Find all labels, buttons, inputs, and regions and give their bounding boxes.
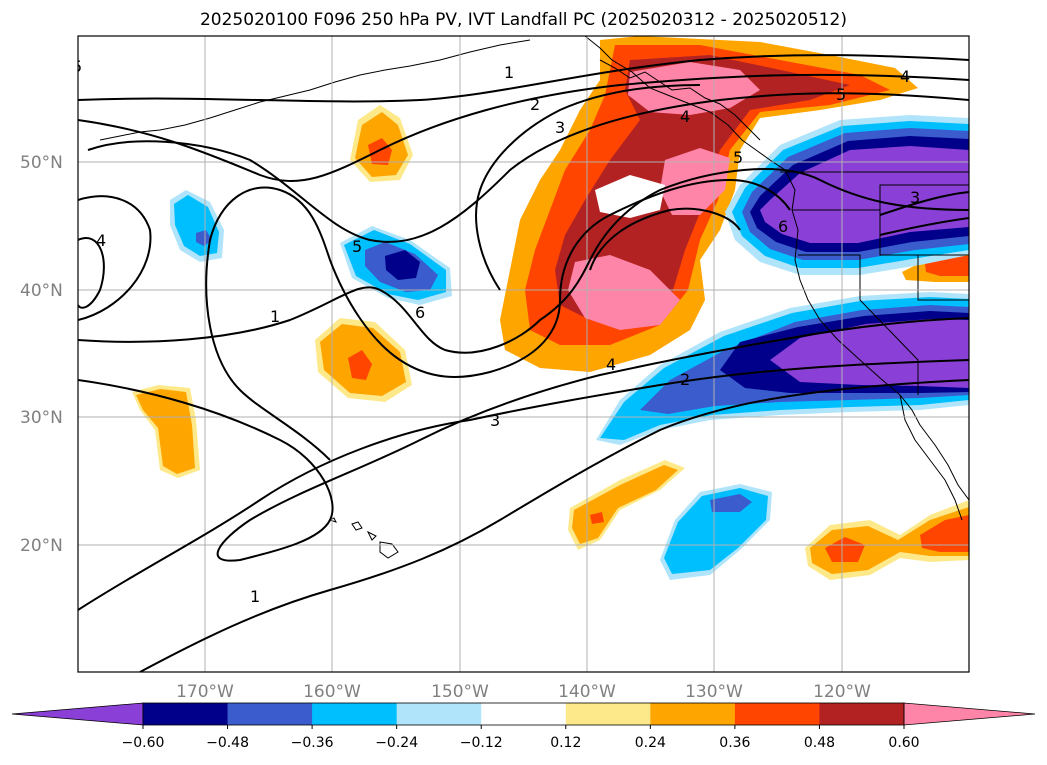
- coastlines: [99, 36, 969, 559]
- contour-label: 2: [680, 370, 690, 389]
- colorbar-ticks: −0.60 −0.48 −0.36 −0.24 −0.12 0.12 0.24 0.36 0.4…: [122, 725, 920, 751]
- contour-label: 1: [504, 63, 514, 82]
- hawaii-islands: [328, 517, 399, 559]
- negative-anomaly-blob-c-royal: [710, 494, 752, 512]
- contour-label: 4: [680, 107, 690, 126]
- colorbar-tick-label: 0.48: [804, 735, 835, 751]
- lon-label: 130°W: [685, 682, 743, 702]
- colorbar-segment: [312, 703, 398, 725]
- alaska-panhandle: [599, 59, 761, 141]
- contour-label: 2: [530, 95, 540, 114]
- contour-label: 1: [270, 307, 280, 326]
- lat-label: 20°N: [20, 536, 63, 556]
- lat-label: 50°N: [20, 153, 63, 173]
- contour-label: 1: [250, 587, 260, 606]
- contour-label: 6: [415, 303, 425, 322]
- positive-anomaly-blob-e-r1: [825, 537, 865, 562]
- colorbar-segment: [734, 703, 820, 725]
- negative-anomaly-north-purple: [760, 146, 969, 243]
- positive-anomaly-pink-1: [628, 62, 760, 115]
- contour-label: 4: [96, 231, 106, 250]
- contour-label: 5: [352, 237, 362, 256]
- positive-anomaly-blob-a-r: [368, 138, 392, 165]
- lon-label: 120°W: [813, 682, 871, 702]
- colorbar-extend-min: [11, 702, 144, 726]
- contour-label: 5: [836, 85, 846, 104]
- contour-label: 3: [910, 188, 920, 207]
- lon-label: 150°W: [431, 682, 489, 702]
- colorbar-tick-label: −0.60: [122, 735, 165, 751]
- colorbar-tick-label: −0.24: [375, 735, 418, 751]
- anomaly-hole: [595, 175, 665, 218]
- north-america-coast: [584, 36, 969, 501]
- colorbar-frame: [142, 702, 905, 726]
- positive-anomaly-blob-c-o: [136, 389, 195, 474]
- positive-anomaly-blob-d-r: [590, 512, 604, 524]
- map-layers: 1 2 3 4 5 5 4 1 5 6 4 2 3 1 3 6 5 4: [72, 36, 969, 672]
- negative-anomaly-blob-b-royal: [196, 230, 212, 246]
- colorbar-tick-label: −0.36: [291, 735, 334, 751]
- colorbar-tick-label: 0.24: [635, 735, 666, 751]
- colorbar-segment: [227, 703, 313, 725]
- baja-peninsula: [899, 394, 963, 521]
- positive-anomaly-blob-e-r2: [920, 515, 969, 552]
- negative-anomaly-blob-a-navy: [385, 250, 420, 280]
- aleutian-islands: [99, 39, 531, 141]
- map-title: 2025020100 F096 250 hPa PV, IVT Landfall…: [199, 10, 847, 30]
- colorbar-segment: [650, 703, 736, 725]
- positive-anomaly-pink-2: [660, 148, 730, 215]
- lat-label: 30°N: [20, 408, 63, 428]
- contour-label: 6: [778, 217, 788, 236]
- colorbar-segments: [11, 702, 1036, 726]
- positive-anomaly-blob-d-o: [572, 465, 678, 544]
- lon-label: 160°W: [303, 682, 361, 702]
- colorbar-segment: [143, 703, 229, 725]
- lon-label: 170°W: [176, 682, 234, 702]
- colorbar-segment: [481, 703, 567, 725]
- positive-anomaly-blob-f-r: [925, 256, 969, 276]
- colorbar-tick-label: 0.12: [550, 735, 581, 751]
- contour-label: 3: [490, 411, 500, 430]
- positive-anomaly-pink-3: [568, 255, 680, 330]
- lat-label: 40°N: [20, 281, 63, 301]
- colorbar-tick-label: −0.12: [460, 735, 503, 751]
- lon-label: 140°W: [558, 682, 616, 702]
- state-border-2: [798, 254, 919, 395]
- colorbar: −0.60 −0.48 −0.36 −0.24 −0.12 0.12 0.24 0.36 0.4…: [11, 702, 1036, 751]
- longitude-labels: 170°W 160°W 150°W 140°W 130°W 120°W: [176, 682, 871, 702]
- colorbar-segment: [819, 703, 905, 725]
- colorbar-segment: [396, 703, 482, 725]
- state-border-1: [792, 184, 969, 211]
- map-frame: [77, 35, 970, 673]
- contour-label: 5: [72, 57, 82, 76]
- positive-anomaly-blob-b-r: [348, 350, 372, 380]
- contour-label: 5: [733, 148, 743, 167]
- pv-anomaly-fill: [132, 36, 969, 580]
- pv-contours: [78, 54, 969, 672]
- colorbar-extend-max: [903, 702, 1036, 726]
- state-border-3: [879, 210, 969, 301]
- contour-label: 3: [555, 118, 565, 137]
- latitude-labels: 50°N 40°N 30°N 20°N: [20, 153, 63, 556]
- colorbar-tick-label: −0.48: [206, 735, 249, 751]
- colorbar-segment: [565, 703, 651, 725]
- contour-label: 4: [606, 355, 616, 374]
- colorbar-tick-label: 0.60: [888, 735, 919, 751]
- negative-anomaly-south-purple: [770, 319, 969, 388]
- contour-label: 4: [900, 67, 910, 86]
- contour-labels: 1 2 3 4 5 5 4 1 5 6 4 2 3 1 3 6 5 4: [72, 57, 920, 606]
- colorbar-tick-label: 0.36: [719, 735, 750, 751]
